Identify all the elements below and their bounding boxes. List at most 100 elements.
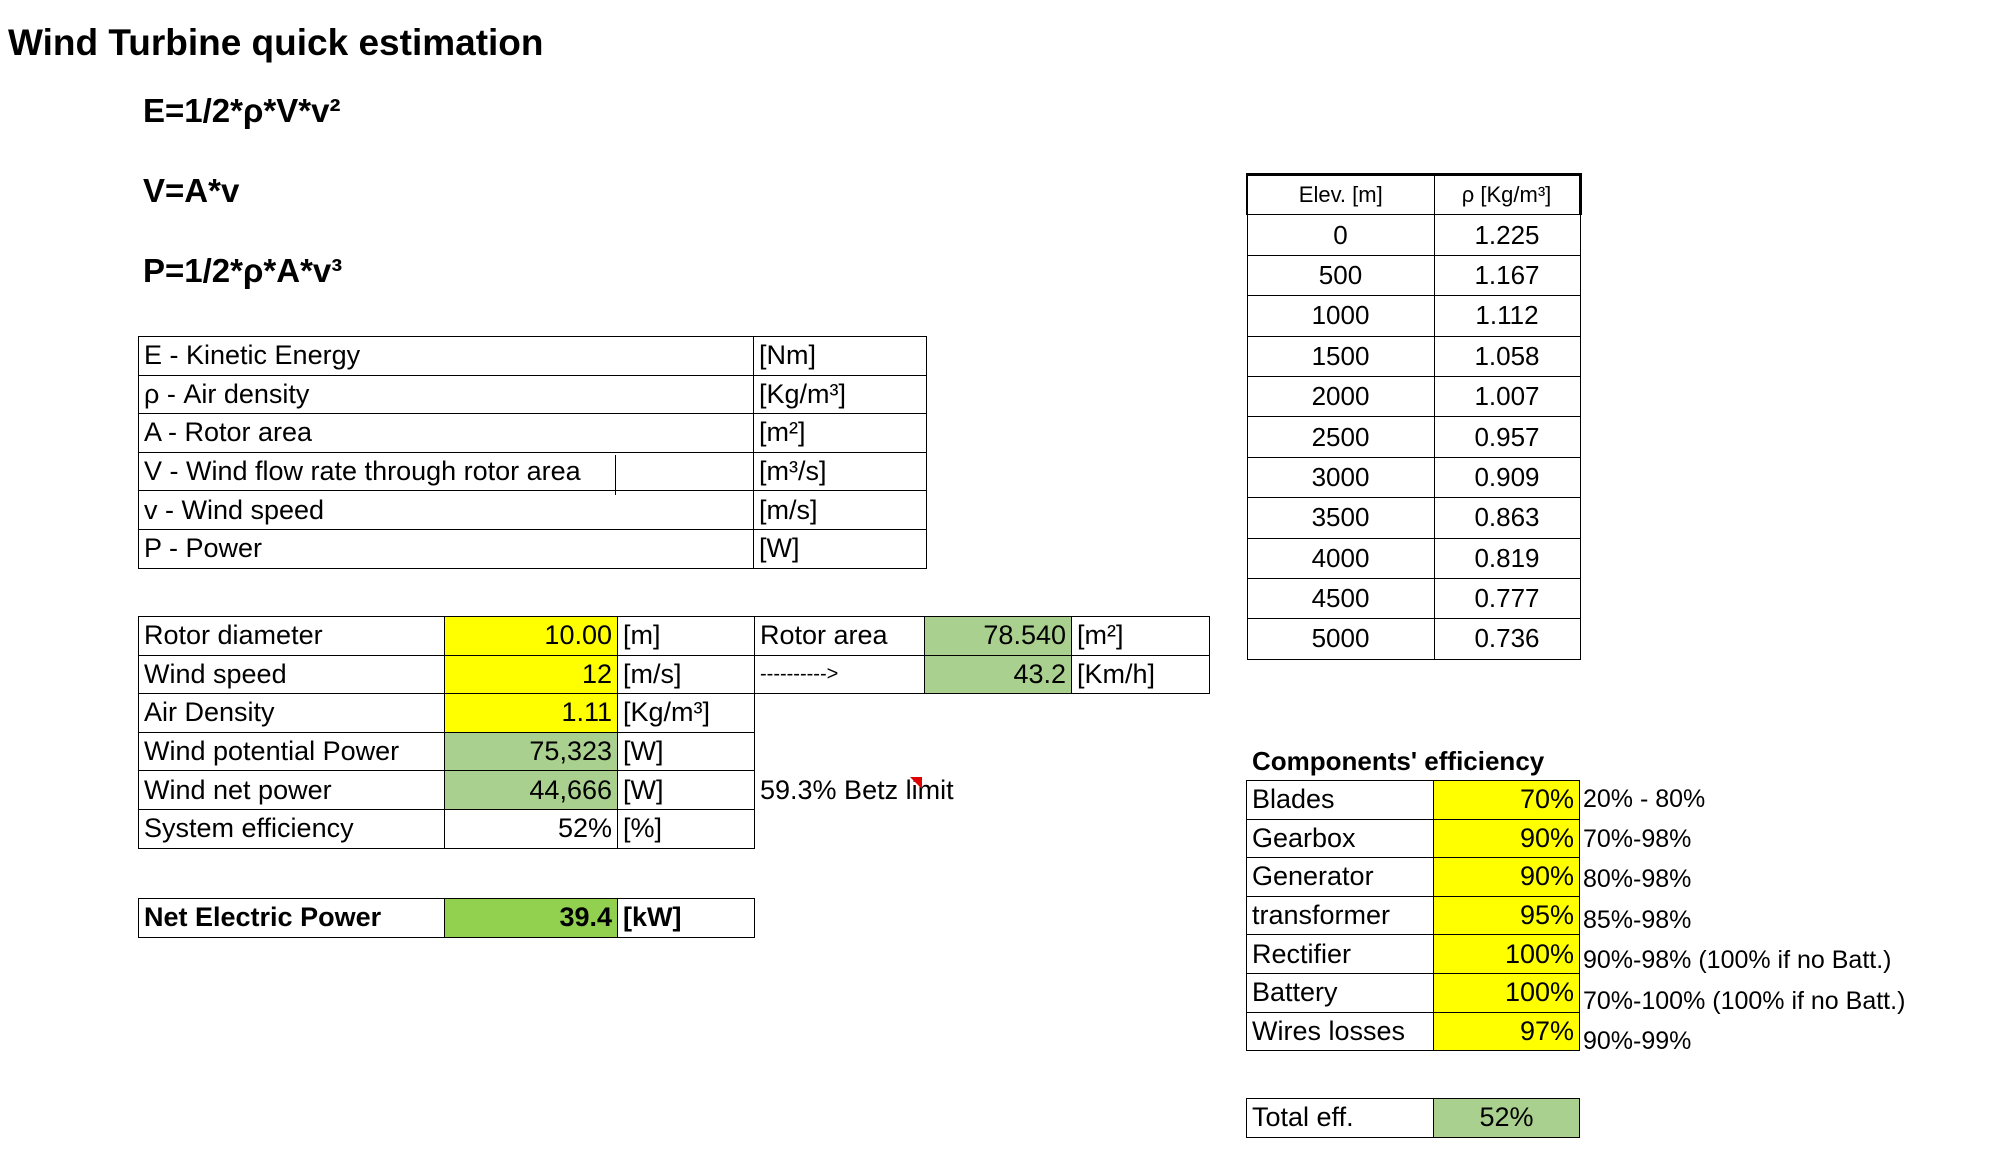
legend-label[interactable]: P - Power <box>138 528 754 569</box>
rotor-diameter-input[interactable]: 10.00 <box>444 616 618 656</box>
potential-power-value[interactable]: 75,323 <box>444 731 618 772</box>
legend-unit[interactable]: [m/s] <box>753 490 927 530</box>
density-cell[interactable]: 0.736 <box>1433 618 1581 660</box>
net-electric-power-table: Net Electric Power 39.4 [kW] <box>138 898 755 938</box>
elevation-cell[interactable]: 2000 <box>1246 375 1435 418</box>
table-row: Blades 70% <box>1246 780 1580 820</box>
comment-indicator-icon[interactable] <box>910 777 922 789</box>
table-row: Rotor diameter 10.00 [m] Rotor area 78.5… <box>138 616 1210 656</box>
system-efficiency-unit[interactable]: [%] <box>617 808 755 849</box>
legend-unit[interactable]: [W] <box>753 528 927 569</box>
rotor-diameter-label[interactable]: Rotor diameter <box>138 616 445 656</box>
elevation-cell[interactable]: 5000 <box>1246 618 1435 660</box>
elevation-cell[interactable]: 0 <box>1246 214 1435 256</box>
net-electric-power-unit[interactable]: [kW] <box>617 898 755 938</box>
rotor-diameter-unit[interactable]: [m] <box>617 616 755 656</box>
component-range: 85%-98% <box>1583 906 1692 934</box>
elevation-cell[interactable]: 1000 <box>1246 295 1435 337</box>
density-cell[interactable]: 0.777 <box>1433 577 1581 620</box>
elevation-cell[interactable]: 500 <box>1246 254 1435 297</box>
density-cell[interactable]: 1.167 <box>1433 254 1581 297</box>
potential-power-label[interactable]: Wind potential Power <box>138 731 445 772</box>
elevation-cell[interactable]: 3500 <box>1246 497 1435 539</box>
density-cell[interactable]: 1.058 <box>1433 335 1581 377</box>
elevation-cell[interactable]: 2500 <box>1246 416 1435 458</box>
legend-unit[interactable]: [m³/s] <box>753 451 927 492</box>
density-cell[interactable]: 0.957 <box>1433 416 1581 458</box>
component-name[interactable]: Gearbox <box>1246 818 1434 859</box>
legend-label[interactable]: v - Wind speed <box>138 490 754 530</box>
legend-label[interactable]: V - Wind flow rate through rotor area <box>138 451 754 492</box>
table-row: 2500 0.957 <box>1246 416 1581 458</box>
column-header-density[interactable]: ρ [Kg/m³] <box>1433 172 1582 216</box>
density-cell[interactable]: 1.112 <box>1433 295 1581 337</box>
component-name[interactable]: Wires losses <box>1246 1011 1434 1052</box>
potential-power-unit[interactable]: [W] <box>617 731 755 772</box>
component-name[interactable]: Generator <box>1246 857 1434 897</box>
wind-speed-kmh-unit[interactable]: [Km/h] <box>1071 654 1210 695</box>
empty-cell <box>754 809 925 849</box>
elevation-cell[interactable]: 1500 <box>1246 335 1435 377</box>
net-power-value[interactable]: 44,666 <box>444 770 618 810</box>
legend-label[interactable]: A - Rotor area <box>138 413 754 453</box>
formula-flow: V=A*v <box>143 172 240 209</box>
rotor-area-label[interactable]: Rotor area <box>754 616 925 656</box>
component-name[interactable]: Blades <box>1246 780 1434 820</box>
formula-power: P=1/2*ρ*A*v³ <box>143 252 343 289</box>
component-name[interactable]: Rectifier <box>1246 934 1434 974</box>
table-row: 500 1.167 <box>1246 254 1581 297</box>
net-power-unit[interactable]: [W] <box>617 770 755 810</box>
density-cell[interactable]: 1.007 <box>1433 375 1581 418</box>
elevation-cell[interactable]: 3000 <box>1246 456 1435 499</box>
air-density-input[interactable]: 1.11 <box>444 693 618 733</box>
table-row: transformer 95% <box>1246 895 1580 936</box>
table-row: 4000 0.819 <box>1246 537 1581 579</box>
net-power-label[interactable]: Wind net power <box>138 770 445 810</box>
formula-energy: E=1/2*ρ*V*v² <box>143 92 341 129</box>
rotor-area-unit[interactable]: [m²] <box>1071 616 1210 656</box>
total-efficiency-value[interactable]: 52% <box>1433 1098 1580 1138</box>
total-efficiency-label[interactable]: Total eff. <box>1246 1098 1434 1138</box>
legend-unit[interactable]: [Kg/m³] <box>753 374 927 415</box>
wind-speed-input[interactable]: 12 <box>444 654 618 695</box>
component-efficiency-input[interactable]: 90% <box>1433 818 1580 859</box>
table-row: 2000 1.007 <box>1246 375 1581 418</box>
column-header-elevation[interactable]: Elev. [m] <box>1246 172 1435 216</box>
component-name[interactable]: Battery <box>1246 972 1434 1013</box>
density-cell[interactable]: 0.909 <box>1433 456 1581 499</box>
net-electric-power-label[interactable]: Net Electric Power <box>138 898 445 938</box>
empty-cell <box>1072 732 1210 771</box>
legend-label[interactable]: E - Kinetic Energy <box>138 336 754 376</box>
wind-speed-kmh-value[interactable]: 43.2 <box>924 654 1072 695</box>
table-row: System efficiency 52% [%] <box>138 808 1210 849</box>
component-efficiency-input[interactable]: 90% <box>1433 857 1580 897</box>
component-efficiency-input[interactable]: 97% <box>1433 1011 1580 1052</box>
component-efficiency-input[interactable]: 95% <box>1433 895 1580 936</box>
density-cell[interactable]: 0.819 <box>1433 537 1581 579</box>
component-efficiency-input[interactable]: 100% <box>1433 972 1580 1013</box>
system-efficiency-label[interactable]: System efficiency <box>138 808 445 849</box>
conversion-arrow[interactable]: ----------> <box>754 654 925 695</box>
net-electric-power-value[interactable]: 39.4 <box>444 898 618 938</box>
wind-speed-label[interactable]: Wind speed <box>138 654 445 695</box>
rotor-area-value[interactable]: 78.540 <box>924 616 1072 656</box>
component-range: 80%-98% <box>1583 865 1692 893</box>
air-density-label[interactable]: Air Density <box>138 693 445 733</box>
table-row: Rectifier 100% <box>1246 934 1580 974</box>
legend-unit[interactable]: [Nm] <box>753 336 927 376</box>
component-efficiency-input[interactable]: 70% <box>1433 780 1580 820</box>
density-cell[interactable]: 0.863 <box>1433 497 1581 539</box>
components-efficiency-title: Components' efficiency <box>1252 746 1545 776</box>
legend-label[interactable]: ρ - Air density <box>138 374 754 415</box>
wind-speed-unit[interactable]: [m/s] <box>617 654 755 695</box>
legend-unit[interactable]: [m²] <box>753 413 927 453</box>
system-efficiency-value[interactable]: 52% <box>444 808 618 849</box>
component-efficiency-input[interactable]: 100% <box>1433 934 1580 974</box>
air-density-unit[interactable]: [Kg/m³] <box>617 693 755 733</box>
elevation-cell[interactable]: 4500 <box>1246 577 1435 620</box>
elevation-cell[interactable]: 4000 <box>1246 537 1435 579</box>
component-name[interactable]: transformer <box>1246 895 1434 936</box>
density-cell[interactable]: 1.225 <box>1433 214 1581 256</box>
table-row: Wind potential Power 75,323 [W] <box>138 731 1210 772</box>
table-row: Wind speed 12 [m/s] ----------> 43.2 [Km… <box>138 654 1210 695</box>
